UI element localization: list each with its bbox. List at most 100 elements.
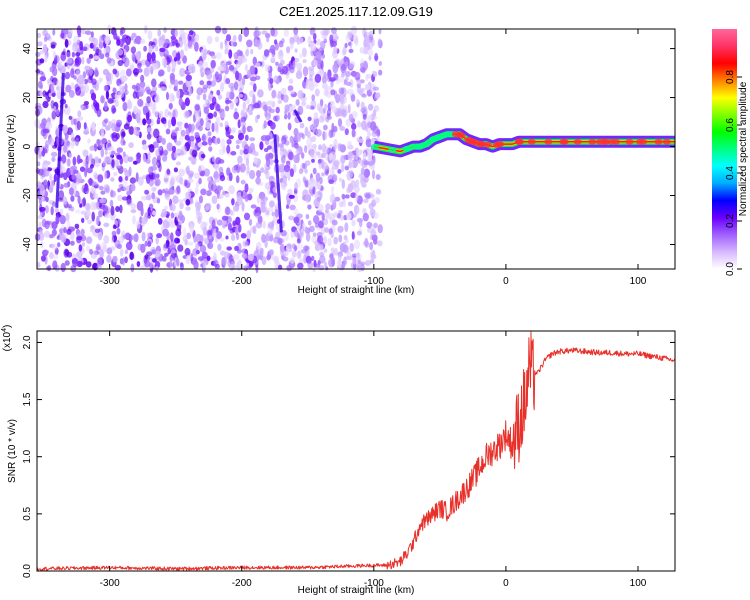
spectrogram-cell [347, 256, 354, 261]
spectrogram-cell [281, 65, 289, 75]
spectrogram-cell [38, 221, 42, 229]
spectrogram-cell [318, 106, 324, 114]
spectrogram-cell [360, 101, 365, 110]
spectrogram-cell [219, 175, 226, 182]
spectrogram-cell [253, 151, 259, 157]
spectrogram-cell [318, 220, 324, 229]
spectrogram-cell [213, 174, 219, 179]
spectrogram-cell [225, 99, 232, 104]
spectrogram-cell [182, 55, 188, 64]
spectrogram-cell [262, 220, 266, 229]
spectrogram-cell [171, 145, 177, 153]
spectrogram-cell [320, 30, 324, 36]
spectrogram-cell [216, 219, 224, 226]
spectrogram-cell [274, 208, 279, 218]
spectrogram-cell [218, 73, 223, 82]
spectrogram-cell [351, 111, 358, 118]
spectrogram-cell [328, 228, 333, 235]
spectrogram-cell [41, 218, 47, 228]
snr-exponent-close: ) [2, 325, 13, 328]
spectrogram-cell [87, 154, 93, 165]
spectrogram-cell [99, 185, 104, 191]
spectrogram-cell [296, 238, 301, 244]
spectrogram-cell [163, 149, 168, 156]
spectrogram-cell [193, 172, 200, 179]
spectrogram-cell [306, 130, 311, 139]
spectrogram-cell [282, 175, 288, 184]
spectrogram-cell [319, 176, 323, 185]
spectrogram-cell [90, 186, 95, 194]
spectrogram-cell [94, 231, 99, 238]
spectrogram-cell [66, 251, 73, 258]
spectrogram-cell [255, 62, 261, 67]
spectrogram-cell [169, 72, 176, 81]
spectrogram-cell [302, 176, 306, 184]
spectrogram-cell [83, 101, 89, 106]
spectrogram-cell [299, 37, 304, 44]
spectrogram-cell [219, 41, 224, 50]
spectrogram-cell [348, 48, 354, 54]
spectrogram-cell [322, 82, 328, 90]
spectrogram-cell [195, 206, 201, 216]
spectrogram-cell [360, 167, 365, 176]
spectrogram-cell [338, 234, 343, 243]
spectrogram-cell [48, 137, 55, 146]
spectrogram-cell [127, 101, 133, 110]
spectrogram-cell [318, 115, 325, 124]
spectrogram-cell [145, 194, 152, 201]
spectrogram-cell [123, 57, 130, 68]
snr-ticks: -300 -200 -100 0 100 0.0 0.5 1.0 1.5 2.0 [22, 331, 675, 589]
spectrogram-cell [154, 250, 161, 258]
spectrogram-cell [129, 177, 136, 184]
spectrogram-cell [288, 194, 295, 199]
spectrogram-cell [270, 54, 276, 62]
spectrogram-cell [66, 228, 72, 235]
spectrogram-cell [113, 172, 118, 176]
spectrogram-cell [42, 29, 48, 37]
ridge-blob [595, 138, 604, 145]
spectrogram-cell [106, 247, 113, 255]
spectrogram-cell [226, 139, 232, 145]
spectrogram-cell [210, 59, 216, 69]
spectrogram-cell [85, 245, 90, 252]
spectrogram-cell [92, 181, 99, 186]
spectrogram-cell [190, 140, 195, 149]
spectrogram-cell [245, 170, 249, 176]
spectrogram-cell [369, 208, 376, 217]
ridge-blob [662, 138, 671, 145]
spectrogram-cell [130, 209, 137, 214]
spectrogram-cell [311, 158, 315, 163]
spectrogram-cell [170, 232, 174, 242]
spectrogram-cell [372, 86, 380, 91]
spectrogram-cell [124, 256, 128, 264]
spectrogram-cell [135, 82, 141, 92]
spectrogram-cell [117, 164, 121, 169]
spectrogram-cell [144, 189, 150, 195]
spectrogram-cell [132, 53, 136, 63]
ridge-blob [428, 136, 437, 143]
svg-text:(x104): (x104) [1, 325, 13, 352]
spectrogram-cell [169, 259, 173, 268]
spectrogram-cell [231, 198, 235, 206]
spectrogram-cell [139, 87, 146, 94]
spectrogram-cell [195, 33, 200, 42]
ridge-blob [639, 138, 647, 145]
spectrogram-cell [176, 186, 181, 192]
spectrogram-cell [37, 161, 41, 167]
spectrogram-cell [344, 165, 350, 171]
spectrogram-cell [197, 256, 205, 261]
spectrogram-cell [233, 52, 239, 60]
spectrogram-cell [75, 177, 81, 185]
spectrogram-cell [374, 92, 381, 99]
spectrogram-cell [238, 87, 243, 95]
spectrogram-cell [142, 105, 149, 114]
spectrogram-cell [318, 244, 324, 252]
ridge-blob [544, 138, 553, 145]
spectrogram-cell [309, 74, 313, 81]
spectrogram-cell [73, 35, 80, 44]
spectrogram-cell [166, 142, 173, 152]
spectrogram-cell [40, 84, 43, 90]
spectrogram-cell [269, 77, 274, 85]
spectrogram-cell [143, 45, 148, 52]
